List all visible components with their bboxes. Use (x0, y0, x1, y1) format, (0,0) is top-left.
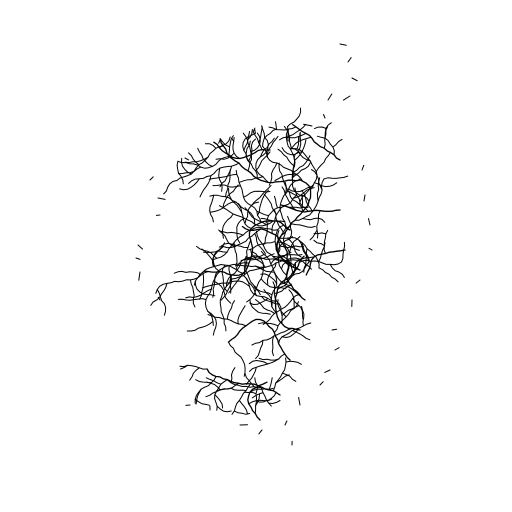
river-tributary (255, 129, 256, 133)
river-tributary (288, 129, 289, 141)
